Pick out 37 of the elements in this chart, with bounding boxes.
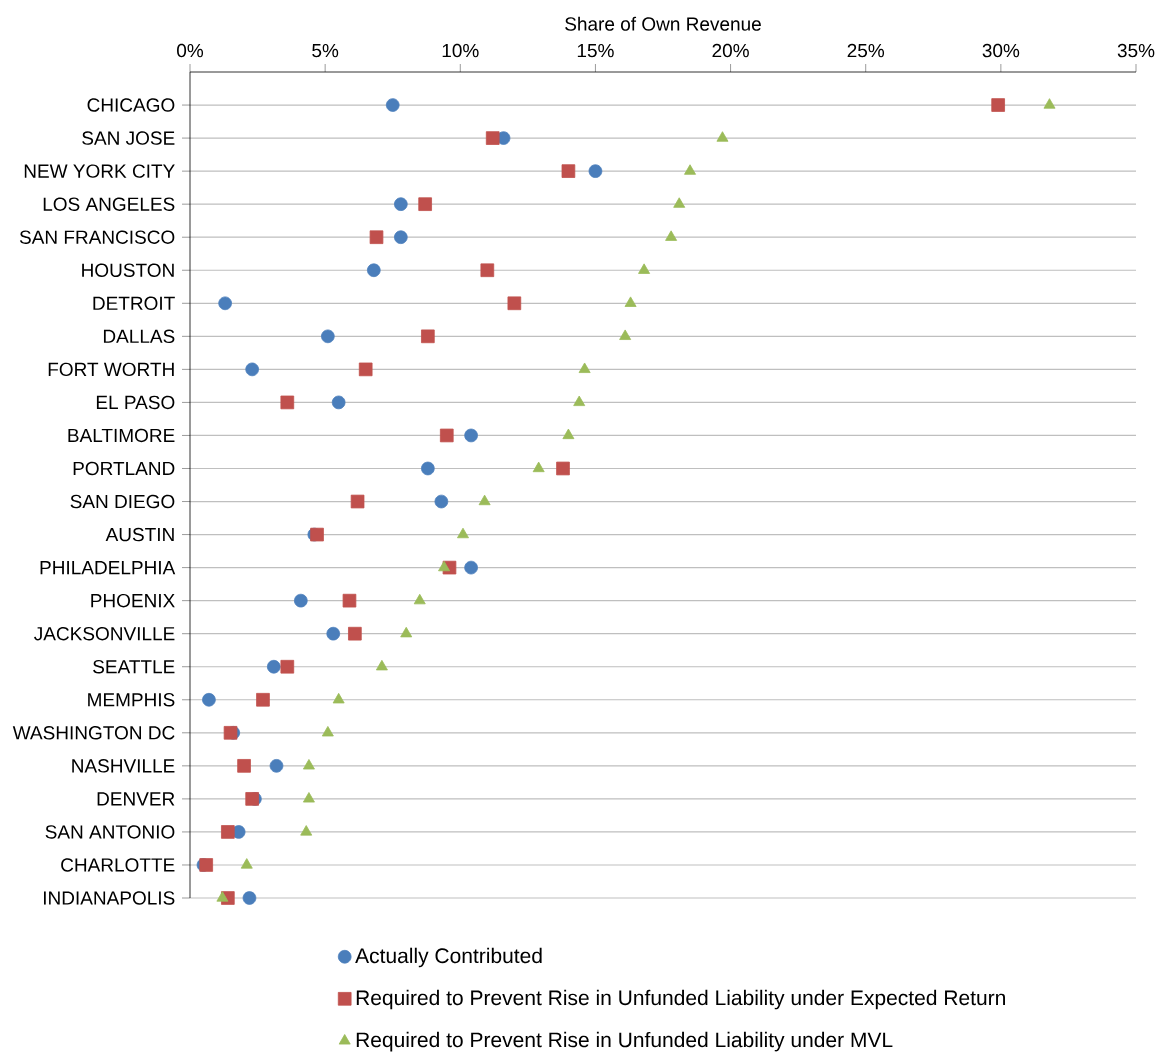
x-tick-label: 15%	[577, 43, 614, 58]
legend-label: Actually Contributed	[355, 947, 542, 968]
y-tick-label: SAN FRANCISCO	[19, 230, 175, 244]
y-tick-label: INDIANAPOLIS	[43, 891, 175, 905]
y-tick-label: AUSTIN	[105, 527, 174, 542]
y-tick-label: DETROIT	[93, 296, 175, 311]
y-tick-label: PHILADELPHIA	[40, 561, 176, 575]
y-tick-label: BALTIMORE	[68, 428, 175, 443]
x-axis-title: Share of Own Revenue	[565, 16, 761, 31]
x-tick-label: 35%	[1117, 43, 1155, 58]
y-tick-label: DENVER	[97, 792, 175, 806]
legend-label: Required to Prevent Rise in Unfunded Liability under Expected Return	[356, 989, 1005, 1010]
legend-label: Required to Prevent Rise in Unfunded Liability under MVL	[356, 1031, 893, 1052]
y-tick-label: EL PASO	[96, 395, 175, 410]
x-tick-label: 10%	[442, 43, 479, 58]
y-tick-label: JACKSONVILLE	[34, 626, 175, 641]
y-tick-label: HOUSTON	[82, 263, 174, 277]
y-tick-label: MEMPHIS	[88, 693, 175, 707]
y-tick-label: PHOENIX	[91, 593, 175, 608]
y-tick-label: SEATTLE	[93, 660, 175, 674]
y-tick-label: LOS ANGELES	[43, 197, 175, 211]
x-tick-label: 25%	[847, 43, 885, 58]
y-tick-label: NASHVILLE	[72, 759, 175, 773]
y-tick-label: NEW YORK CITY	[24, 164, 175, 178]
y-tick-label: SAN ANTONIO	[45, 825, 175, 839]
y-tick-label: SAN JOSE	[82, 131, 175, 145]
y-tick-label: FORT WORTH	[48, 362, 174, 377]
x-tick-label: 5%	[312, 43, 339, 58]
y-tick-label: CHARLOTTE	[61, 858, 175, 872]
y-tick-label: CHICAGO	[87, 98, 175, 112]
x-tick-label: 20%	[712, 43, 749, 58]
y-tick-label: WASHINGTON DC	[12, 726, 175, 740]
x-tick-label: 30%	[982, 43, 1020, 58]
y-tick-label: DALLAS	[103, 329, 175, 344]
y-tick-label: SAN DIEGO	[70, 494, 175, 509]
y-tick-label: PORTLAND	[73, 461, 175, 476]
x-tick-label: 0%	[177, 43, 204, 58]
